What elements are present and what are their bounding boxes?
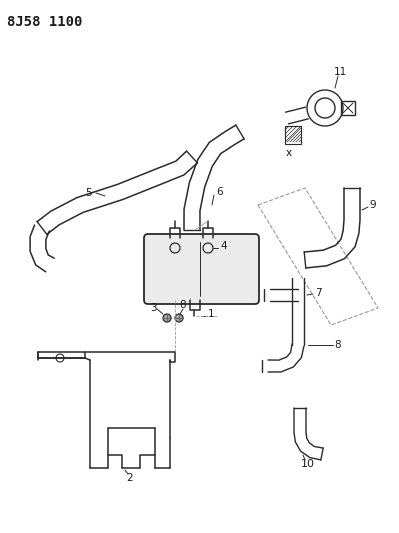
- Text: 8J58 1100: 8J58 1100: [7, 15, 82, 29]
- Text: 1: 1: [208, 309, 215, 319]
- Circle shape: [163, 314, 171, 322]
- Text: 11: 11: [334, 67, 347, 77]
- Text: 4: 4: [220, 241, 227, 251]
- Circle shape: [175, 314, 183, 322]
- Text: 8: 8: [180, 300, 186, 310]
- Bar: [341, 101, 355, 115]
- FancyBboxPatch shape: [144, 234, 259, 304]
- Text: 10: 10: [301, 459, 315, 469]
- Text: 7: 7: [315, 288, 321, 298]
- Text: x: x: [286, 148, 292, 158]
- Text: 9: 9: [370, 200, 376, 210]
- Text: 3: 3: [150, 303, 156, 313]
- Text: 8: 8: [335, 340, 341, 350]
- Text: 6: 6: [216, 187, 223, 197]
- Text: 2: 2: [127, 473, 133, 483]
- Text: 5: 5: [85, 188, 91, 198]
